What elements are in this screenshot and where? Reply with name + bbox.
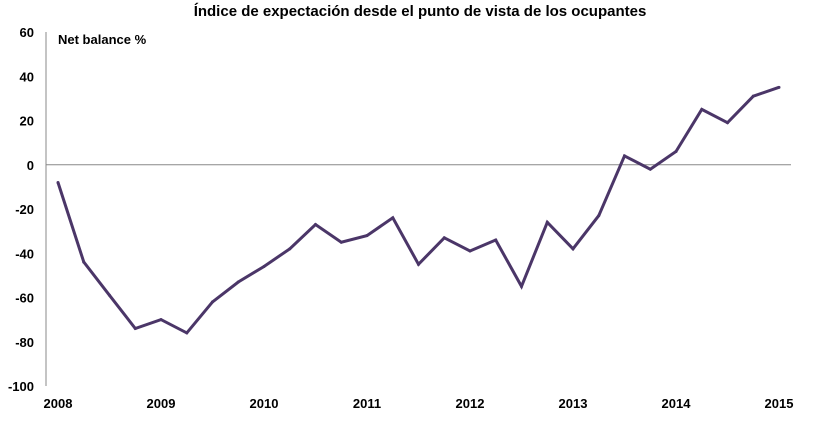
y-tick-label: -40 <box>15 246 34 261</box>
y-tick-label: 60 <box>20 25 34 40</box>
data-point <box>133 326 137 330</box>
x-tick-label: 2011 <box>353 396 381 411</box>
data-point <box>597 214 601 218</box>
y-tick-label: 20 <box>20 114 34 129</box>
data-point <box>314 222 317 226</box>
data-point <box>211 300 214 304</box>
x-tick-label: 2015 <box>765 396 794 411</box>
data-point <box>365 234 369 238</box>
data-point <box>520 284 523 288</box>
data-point <box>442 236 446 240</box>
data-point <box>185 331 189 335</box>
x-tick-label: 2010 <box>250 396 279 411</box>
data-point <box>108 293 111 297</box>
x-tick-label: 2013 <box>559 396 588 411</box>
data-point <box>751 94 755 98</box>
data-point <box>391 216 395 220</box>
x-tick-label: 2012 <box>456 396 485 411</box>
x-tick-label: 2014 <box>662 396 692 411</box>
data-point <box>262 265 266 269</box>
data-point <box>623 154 626 158</box>
y-tick-label: -60 <box>15 291 34 306</box>
data-point <box>545 220 549 224</box>
y-tick-label: 0 <box>27 158 34 173</box>
data-point <box>494 238 498 242</box>
chart-title: Índice de expectación desde el punto de … <box>194 3 647 20</box>
data-point <box>82 260 86 264</box>
series-line <box>56 85 780 335</box>
data-point <box>468 249 472 253</box>
y-tick-label: -20 <box>15 202 34 217</box>
data-point <box>56 180 60 184</box>
y-tick-label: -100 <box>8 379 34 394</box>
data-point <box>648 167 652 171</box>
data-point <box>236 280 240 284</box>
data-point <box>674 149 678 153</box>
data-point <box>700 107 704 111</box>
data-point <box>571 247 575 251</box>
x-tick-label: 2008 <box>44 396 73 411</box>
data-point <box>288 247 292 251</box>
y-axis-label: Net balance % <box>58 32 147 47</box>
data-point <box>777 85 781 89</box>
data-point <box>726 121 729 125</box>
data-point <box>159 318 163 322</box>
y-tick-label: 40 <box>20 69 34 84</box>
y-tick-label: -80 <box>15 335 34 350</box>
x-tick-label: 2009 <box>147 396 176 411</box>
data-point <box>417 262 420 266</box>
data-point <box>339 240 343 244</box>
